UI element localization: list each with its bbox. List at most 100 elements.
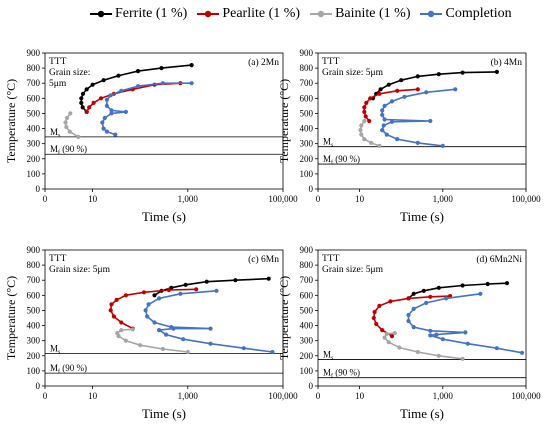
data-point [169, 325, 174, 330]
data-point [358, 128, 363, 133]
data-point [369, 140, 374, 145]
data-point [411, 325, 416, 330]
data-point [363, 114, 368, 119]
data-point [152, 293, 157, 298]
data-point [384, 331, 389, 336]
data-point [380, 328, 385, 333]
data-point [100, 120, 105, 125]
data-point [406, 312, 411, 318]
data-point [411, 306, 416, 311]
data-point [428, 333, 433, 338]
legend-item: Bainite (1 %) [310, 6, 410, 22]
data-point [382, 117, 387, 122]
data-point [104, 103, 109, 108]
chart-panel: 0 100 200 300 400 500 600 700 800 900 0 10 1,000 100,… [277, 245, 541, 421]
data-point [102, 115, 107, 121]
data-point [101, 78, 106, 83]
y-tick-label: 300 [300, 139, 314, 149]
y-tick-label: 0 [36, 184, 41, 194]
data-point [84, 87, 89, 92]
data-point [421, 288, 426, 293]
x-axis-label: Time (s) [142, 406, 186, 421]
annotation-text: Grain size: 5μm [322, 68, 384, 78]
x-axis-label: Time (s) [142, 209, 186, 224]
data-point [395, 137, 400, 142]
data-point [436, 353, 441, 358]
legend-label: Completion [445, 6, 512, 21]
data-point [119, 320, 124, 325]
y-tick-label: 100 [27, 169, 41, 179]
y-tick-label: 200 [27, 154, 41, 164]
data-point [384, 132, 389, 137]
data-point [208, 326, 213, 331]
x-axis-label: Time (s) [400, 406, 444, 421]
series-line [144, 290, 273, 353]
data-point [367, 118, 372, 124]
data-point [395, 88, 400, 93]
legend-marker-icon [310, 10, 333, 18]
data-point [109, 111, 114, 116]
data-point [119, 88, 124, 93]
y-tick-label: 400 [300, 321, 314, 331]
data-point [64, 124, 69, 130]
annotation-text: TTT [49, 254, 67, 264]
data-point [80, 105, 85, 110]
data-point [119, 328, 124, 333]
data-point [368, 96, 373, 101]
data-point [130, 327, 135, 332]
data-point [392, 331, 397, 336]
data-point [359, 132, 364, 137]
legend-marker-icon [90, 10, 112, 18]
y-tick-label: 300 [27, 139, 41, 149]
data-point [434, 332, 439, 337]
data-point [145, 314, 150, 319]
data-point [389, 334, 395, 339]
x-tick-label: 0 [43, 194, 48, 204]
annotation-text: Grain size: [49, 68, 90, 78]
data-point [138, 343, 143, 348]
series-line [381, 88, 456, 147]
x-tick-label: 1,000 [178, 194, 199, 204]
data-point [68, 111, 73, 116]
series-line [383, 332, 463, 360]
data-point [428, 328, 433, 333]
data-point [519, 350, 525, 355]
data-point [76, 134, 81, 139]
data-point [189, 63, 194, 68]
data-point [463, 330, 468, 335]
data-point [115, 331, 120, 336]
data-point [374, 321, 379, 327]
data-point [478, 291, 483, 296]
data-point [189, 81, 194, 86]
data-point [266, 276, 271, 281]
data-point [178, 291, 183, 296]
x-tick-label: 100,000 [268, 391, 298, 401]
data-point [141, 290, 147, 295]
x-tick-label: 100,000 [511, 194, 541, 204]
data-point [104, 97, 109, 102]
data-point [411, 291, 416, 296]
data-point [123, 293, 128, 298]
x-tick-label: 10 [355, 391, 365, 401]
x-tick-label: 100,000 [511, 391, 541, 401]
data-point [436, 285, 441, 290]
x-tick-label: 1,000 [433, 194, 454, 204]
data-point [109, 302, 114, 307]
data-point [90, 82, 95, 87]
data-point [157, 328, 162, 333]
y-axis-label: Temperature (°C) [277, 276, 291, 360]
legend: Ferrite (1 %) Pearlite (1 %) Bainite (1 %)… [90, 4, 522, 24]
chart-panel: 0 100 200 300 400 500 600 700 800 900 0 10 1,000 100,… [4, 245, 298, 421]
annotation-text: Grain size: 5μm [322, 265, 384, 275]
data-point [135, 69, 141, 74]
ms-label: Ms [50, 127, 61, 139]
series-line [372, 295, 451, 337]
panel-title: (d) 6Mn2Ni [476, 254, 522, 265]
data-point [386, 82, 391, 87]
y-tick-label: 900 [300, 245, 314, 255]
data-point [406, 318, 411, 324]
y-tick-label: 0 [36, 381, 41, 391]
data-point [160, 81, 165, 86]
y-tick-label: 800 [27, 260, 41, 270]
